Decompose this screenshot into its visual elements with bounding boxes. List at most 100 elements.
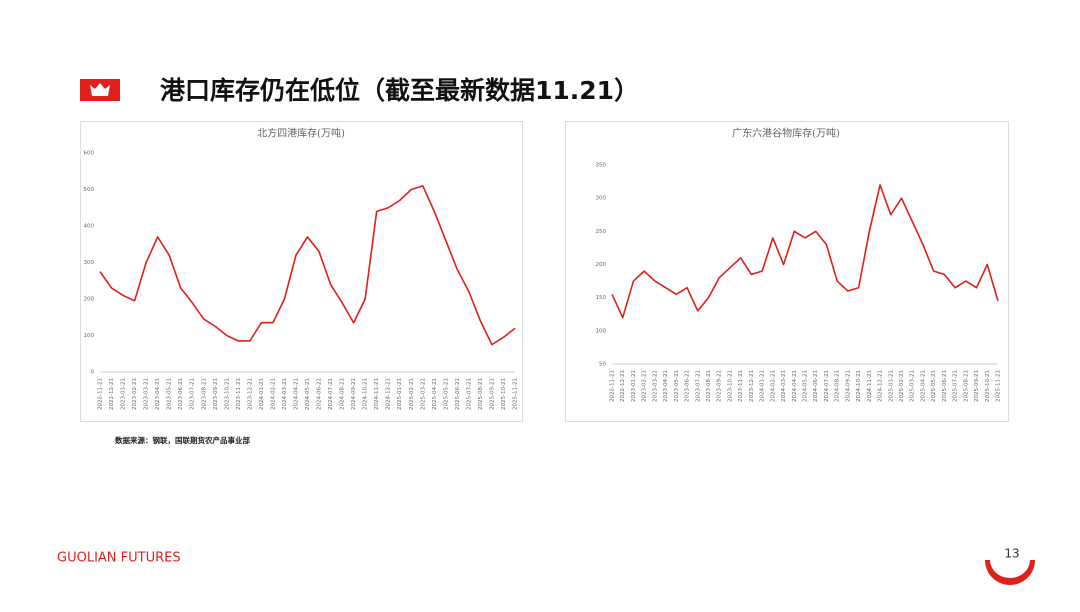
y-tick-label: 350: [596, 163, 607, 169]
x-tick-label: 2023-05-21: [167, 378, 173, 410]
x-tick-label: 2024-03-21: [781, 370, 787, 402]
page-arc: [985, 560, 1035, 585]
x-tick-label: 2025-08-21: [478, 378, 484, 410]
y-tick-label: 600: [84, 151, 95, 157]
x-tick-label: 2023-01-21: [631, 370, 637, 402]
x-tick-label: 2025-02-21: [899, 370, 905, 402]
x-tick-label: 2024-02-21: [770, 370, 776, 402]
x-tick-label: 2023-02-21: [132, 378, 138, 410]
x-tick-label: 2024-12-21: [386, 378, 392, 410]
y-tick-label: 0: [91, 370, 95, 376]
y-tick-label: 300: [596, 196, 607, 202]
x-tick-label: 2023-06-21: [178, 378, 184, 410]
x-tick-label: 2023-07-21: [190, 378, 196, 410]
x-tick-label: 2022-11-21: [98, 378, 104, 410]
x-tick-label: 2024-10-21: [856, 370, 862, 402]
x-tick-label: 2022-12-21: [109, 378, 115, 410]
x-tick-label: 2024-07-21: [328, 378, 334, 410]
x-tick-label: 2022-12-21: [620, 370, 626, 402]
source-note: 数据来源：钢联，国联期货农产品事业部: [115, 435, 250, 445]
x-tick-label: 2023-10-21: [224, 378, 230, 410]
x-tick-label: 2024-01-21: [259, 378, 265, 410]
x-tick-label: 2024-01-21: [760, 370, 766, 402]
chart-title: 广东六港谷物库存(万吨): [732, 127, 840, 140]
x-tick-label: 2023-08-21: [706, 370, 712, 402]
x-tick-label: 2025-10-21: [985, 370, 991, 402]
x-tick-label: 2023-06-21: [685, 370, 691, 402]
x-tick-label: 2024-09-21: [351, 378, 357, 410]
x-tick-label: 2022-11-21: [610, 370, 616, 402]
crown: [90, 83, 110, 96]
data-line: [611, 184, 999, 319]
x-tick-label: 2025-07-21: [953, 370, 959, 402]
x-tick-label: 2024-11-21: [374, 378, 380, 410]
y-tick-label: 400: [84, 224, 95, 230]
data-line: [99, 185, 516, 346]
x-tick-label: 2023-04-21: [155, 378, 161, 410]
x-tick-label: 2023-03-21: [144, 378, 150, 410]
x-tick-label: 2025-08-21: [963, 370, 969, 402]
x-tick-label: 2024-08-21: [835, 370, 841, 402]
x-tick-label: 2024-12-21: [878, 370, 884, 402]
x-tick-label: 2025-03-21: [910, 370, 916, 402]
y-tick-label: 300: [84, 260, 95, 266]
x-tick-label: 2023-04-21: [663, 370, 669, 402]
chart-frame: [80, 121, 523, 422]
x-tick-label: 2023-09-21: [717, 370, 723, 402]
brand: GUOLIAN FUTURES: [57, 551, 181, 566]
y-tick-label: 50: [599, 362, 606, 368]
y-tick-label: 100: [596, 328, 607, 334]
chart-title: 北方四港库存(万吨): [257, 127, 345, 140]
y-tick-label: 500: [84, 187, 95, 193]
x-tick-label: 2024-04-21: [293, 378, 299, 410]
x-tick-label: 2025-05-21: [443, 378, 449, 410]
x-tick-label: 2025-04-21: [920, 370, 926, 402]
x-tick-label: 2024-07-21: [824, 370, 830, 402]
x-tick-label: 2023-09-21: [213, 378, 219, 410]
x-tick-label: 2025-06-21: [455, 378, 461, 410]
x-tick-label: 2023-12-21: [247, 378, 253, 410]
x-tick-label: 2024-06-21: [813, 370, 819, 402]
x-tick-label: 2023-08-21: [201, 378, 207, 410]
slide-title: 港口库存仍在低位（截至最新数据11.21）: [160, 76, 639, 105]
x-tick-label: 2025-06-21: [942, 370, 948, 402]
x-tick-label: 2024-05-21: [803, 370, 809, 402]
x-tick-label: 2024-10-21: [363, 378, 369, 410]
y-tick-label: 200: [596, 262, 607, 268]
x-tick-label: 2025-03-21: [420, 378, 426, 410]
x-tick-label: 2025-02-21: [409, 378, 415, 410]
x-tick-label: 2023-12-21: [749, 370, 755, 402]
x-tick-label: 2025-01-21: [397, 378, 403, 410]
x-tick-label: 2024-09-21: [845, 370, 851, 402]
x-tick-label: 2025-09-21: [489, 378, 495, 410]
y-tick-label: 150: [596, 295, 607, 301]
x-tick-label: 2023-10-21: [727, 370, 733, 402]
x-tick-label: 2024-05-21: [305, 378, 311, 410]
x-tick-label: 2023-01-21: [121, 378, 127, 410]
x-tick-label: 2023-02-21: [642, 370, 648, 402]
x-tick-label: 2025-01-21: [888, 370, 894, 402]
page-number: 13: [1004, 547, 1019, 561]
x-tick-label: 2023-07-21: [695, 370, 701, 402]
chart-frame: [565, 121, 1009, 422]
x-tick-label: 2024-04-21: [792, 370, 798, 402]
x-tick-label: 2025-04-21: [432, 378, 438, 410]
x-tick-label: 2023-11-21: [738, 370, 744, 402]
x-tick-label: 2023-03-21: [652, 370, 658, 402]
y-tick-label: 200: [84, 297, 95, 303]
x-tick-label: 2025-10-21: [501, 378, 507, 410]
x-tick-label: 2024-03-21: [282, 378, 288, 410]
x-tick-label: 2025-11-21: [513, 378, 519, 410]
y-tick-label: 250: [596, 229, 607, 235]
y-tick-label: 100: [84, 333, 95, 339]
x-tick-label: 2023-05-21: [674, 370, 680, 402]
x-tick-label: 2025-11-21: [996, 370, 1002, 402]
x-tick-label: 2024-08-21: [340, 378, 346, 410]
x-tick-label: 2024-11-21: [867, 370, 873, 402]
x-tick-label: 2025-09-21: [974, 370, 980, 402]
x-tick-label: 2025-07-21: [466, 378, 472, 410]
x-tick-label: 2024-06-21: [317, 378, 323, 410]
x-tick-label: 2023-11-21: [236, 378, 242, 410]
x-tick-label: 2025-05-21: [931, 370, 937, 402]
